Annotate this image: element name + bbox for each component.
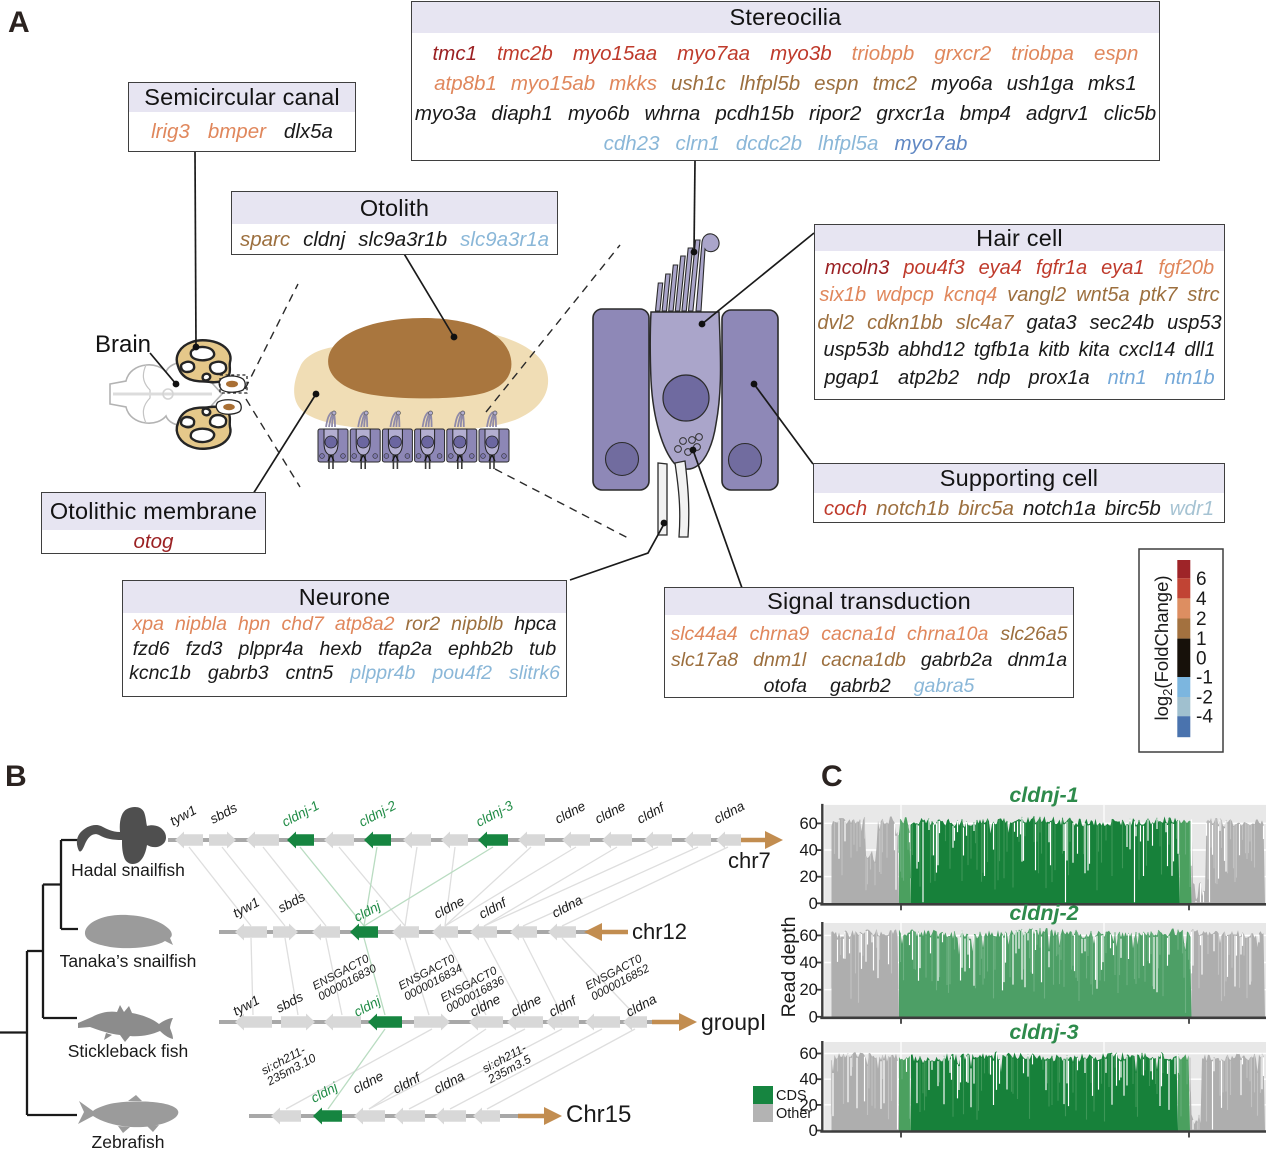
svg-text:cldnj-2: cldnj-2 <box>356 798 399 830</box>
svg-text:tyw1: tyw1 <box>167 802 199 828</box>
svg-text:20: 20 <box>799 868 817 886</box>
svg-text:chr7: chr7 <box>728 848 771 873</box>
svg-text:cldnf: cldnf <box>390 1069 423 1096</box>
svg-text:sbds: sbds <box>207 800 239 827</box>
svg-text:60: 60 <box>799 1045 817 1063</box>
svg-text:cldne: cldne <box>508 991 544 1019</box>
svg-text:-4: -4 <box>1196 707 1213 728</box>
svg-text:cldnj-3: cldnj-3 <box>1009 1020 1078 1044</box>
svg-text:cldnf: cldnf <box>546 992 579 1019</box>
svg-text:cldna: cldna <box>623 991 659 1020</box>
svg-text:1: 1 <box>1196 629 1207 650</box>
svg-text:chr12: chr12 <box>632 919 687 944</box>
svg-text:cldnj-1: cldnj-1 <box>1009 783 1078 807</box>
svg-text:40: 40 <box>799 954 817 972</box>
svg-text:cldne: cldne <box>552 798 588 826</box>
svg-text:sbds: sbds <box>275 889 307 916</box>
svg-text:cldne: cldne <box>592 798 628 826</box>
svg-text:log2(FoldChange): log2(FoldChange) <box>1151 575 1175 720</box>
svg-text:tyw1: tyw1 <box>230 992 262 1018</box>
svg-text:40: 40 <box>799 842 817 860</box>
svg-text:60: 60 <box>799 815 817 833</box>
svg-text:2: 2 <box>1196 609 1207 630</box>
svg-text:-2: -2 <box>1196 688 1213 709</box>
svg-text:Chr15: Chr15 <box>566 1101 631 1128</box>
svg-text:Brain: Brain <box>95 331 151 358</box>
svg-text:cldnf: cldnf <box>476 894 509 921</box>
svg-text:cldna: cldna <box>549 892 585 921</box>
svg-text:4: 4 <box>1196 589 1207 610</box>
svg-text:sbds: sbds <box>273 989 305 1016</box>
svg-text:6: 6 <box>1196 569 1207 590</box>
svg-text:cldnj-2: cldnj-2 <box>1009 901 1078 925</box>
svg-text:Zebrafish: Zebrafish <box>92 1132 165 1151</box>
svg-text:Read depth: Read depth <box>778 917 800 1018</box>
svg-text:40: 40 <box>799 1071 817 1089</box>
svg-text:0: 0 <box>1196 648 1207 669</box>
svg-text:cldnj: cldnj <box>308 1079 340 1106</box>
svg-text:cldnj: cldnj <box>351 993 383 1020</box>
svg-text:cldne: cldne <box>350 1068 386 1096</box>
svg-text:cldna: cldna <box>431 1068 467 1097</box>
svg-text:cldnj: cldnj <box>351 898 383 925</box>
svg-text:cldna: cldna <box>711 798 747 827</box>
svg-text:20: 20 <box>799 1096 817 1114</box>
svg-text:60: 60 <box>799 927 817 945</box>
svg-text:Other: Other <box>776 1106 812 1122</box>
svg-text:0: 0 <box>809 1008 818 1026</box>
svg-text:ENSGACT00000016830: ENSGACT00000016830 <box>311 952 379 1004</box>
svg-text:Hadal snailfish: Hadal snailfish <box>71 860 185 880</box>
svg-text:CDS: CDS <box>776 1088 807 1104</box>
svg-text:si:ch211-235m3.10: si:ch211-235m3.10 <box>258 1040 319 1089</box>
svg-text:Tanaka’s snailfish: Tanaka’s snailfish <box>60 951 197 971</box>
svg-text:cldnj-3: cldnj-3 <box>473 798 516 830</box>
svg-text:tyw1: tyw1 <box>230 894 262 920</box>
svg-text:cldnf: cldnf <box>634 799 667 826</box>
svg-text:-1: -1 <box>1196 668 1213 689</box>
svg-text:groupI: groupI <box>701 1009 766 1035</box>
svg-text:0: 0 <box>809 1122 818 1140</box>
svg-text:Stickleback fish: Stickleback fish <box>68 1041 189 1061</box>
svg-text:cldnj-1: cldnj-1 <box>279 798 321 830</box>
svg-text:20: 20 <box>799 981 817 999</box>
svg-text:0: 0 <box>809 895 818 913</box>
